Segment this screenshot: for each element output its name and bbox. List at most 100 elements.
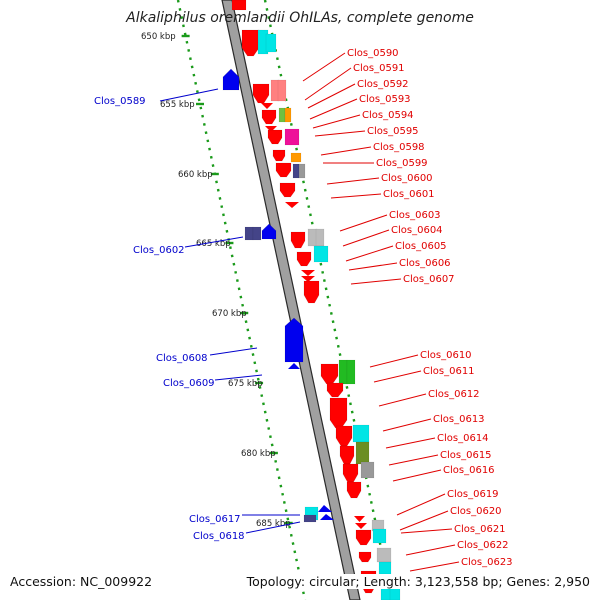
gene-leader-line: [209, 347, 258, 356]
gene-leader-line: [396, 493, 446, 516]
cog-box: [284, 107, 292, 123]
cog-box: [313, 245, 329, 263]
accession-text: Accession: NC_009922: [8, 574, 155, 589]
gene-leader-line: [312, 114, 361, 129]
scale-tick-label: 680 kbp: [241, 449, 276, 459]
gene-arrow: [355, 529, 372, 546]
gene-arrow: [275, 162, 292, 178]
gene-leader-line: [388, 454, 439, 466]
gene-leader-line: [382, 418, 432, 432]
cog-box: [303, 514, 317, 523]
gene-arrow: [252, 83, 270, 104]
scale-tick-label: 655 kbp: [160, 100, 195, 110]
gene-label: Clos_0612: [428, 389, 480, 400]
gene-arrow: [261, 109, 277, 125]
gene-arrow: [241, 29, 260, 57]
scale-tick-label: 685 kbp: [256, 519, 291, 529]
gene-arrow: [358, 551, 372, 563]
gene-leader-line: [339, 214, 388, 232]
gene-leader-line: [309, 98, 358, 120]
gene-leader-line: [245, 521, 301, 534]
scale-tick-label: 665 kbp: [196, 239, 231, 249]
gene-arrow-reverse: [284, 317, 304, 363]
gene-leader-line: [378, 393, 427, 407]
gene-label: Clos_0608: [156, 353, 208, 364]
gene-arrow: [231, 0, 247, 11]
gene-label: Clos_0592: [357, 79, 409, 90]
gene-leader-line: [320, 146, 372, 156]
gene-label: Clos_0620: [450, 506, 502, 517]
gene-chevron: [265, 126, 277, 132]
scale-tick-label: 675 kbp: [228, 379, 263, 389]
gene-arrow: [335, 425, 353, 447]
gene-leader-line: [307, 83, 356, 109]
scale-lines: [176, 0, 394, 601]
gene-label: Clos_0589: [94, 96, 146, 107]
cog-box: [372, 528, 387, 544]
gene-label: Clos_0607: [403, 274, 455, 285]
scale-tick-label: 660 kbp: [178, 170, 213, 180]
gene-chevron: [261, 103, 273, 109]
gene-arrow: [342, 463, 359, 483]
gene-leader-line: [400, 528, 453, 534]
gene-arrow: [296, 251, 312, 267]
gene-leader-line: [350, 278, 402, 285]
cog-box: [284, 128, 300, 146]
gene-leader-line: [385, 437, 436, 449]
gene-leader-line: [345, 245, 394, 262]
gene-label: Clos_0604: [391, 225, 443, 236]
gene-label: Clos_0606: [399, 258, 451, 269]
cog-box: [338, 359, 348, 385]
gene-label: Clos_0595: [367, 126, 419, 137]
cog-box: [378, 561, 392, 575]
gene-leader-line: [399, 510, 449, 531]
gene-label: Clos_0621: [454, 524, 506, 535]
backbone-group: [221, 0, 361, 601]
gene-label: Clos_0599: [376, 158, 428, 169]
gene-label: Clos_0609: [163, 378, 215, 389]
gene-leader-line: [159, 88, 219, 102]
gene-leader-line: [369, 354, 419, 368]
gene-label: Clos_0590: [347, 48, 399, 59]
gene-arrow: [290, 231, 306, 249]
gene-arrow: [303, 280, 320, 304]
gene-label: Clos_0598: [373, 142, 425, 153]
gene-arrow: [320, 363, 339, 385]
gene-label: Clos_0602: [133, 245, 185, 256]
cog-box: [292, 163, 300, 179]
gene-label: Clos_0613: [433, 414, 485, 425]
gene-arrow-reverse: [222, 68, 240, 91]
gene-label: Clos_0622: [457, 540, 509, 551]
gene-arrow-reverse: [261, 223, 277, 240]
gene-label: Clos_0593: [359, 94, 411, 105]
gene-chevron: [301, 270, 315, 276]
gene-label: Clos_0614: [437, 433, 489, 444]
gene-arrow: [346, 481, 362, 499]
gene-label: Clos_0616: [443, 465, 495, 476]
gene-chevron: [355, 523, 367, 529]
scale-line-right: [263, 0, 394, 601]
scale-line-left: [176, 0, 307, 601]
cog-box: [307, 228, 318, 247]
cog-box: [277, 79, 287, 102]
cog-box: [278, 107, 286, 123]
gene-chevron: [354, 516, 365, 522]
cog-box: [376, 547, 392, 563]
gene-leader-line: [326, 177, 380, 185]
genome-title: Alkaliphilus oremlandii OhILAs, complete…: [126, 10, 474, 26]
gene-leader-line: [373, 370, 422, 383]
gene-label: Clos_0600: [381, 173, 433, 184]
gene-label: Clos_0618: [193, 531, 245, 542]
cog-box: [360, 461, 375, 479]
gene-chevron: [285, 202, 299, 208]
gene-arrow: [267, 129, 283, 145]
cog-box: [352, 424, 370, 443]
cog-box: [355, 441, 370, 465]
gene-arrow: [272, 149, 286, 162]
gene-leader-line: [304, 67, 352, 101]
gene-arrow: [326, 382, 344, 398]
gene-label: Clos_0623: [461, 557, 513, 568]
cog-box: [252, 226, 262, 241]
gene-leader-line: [392, 469, 442, 482]
